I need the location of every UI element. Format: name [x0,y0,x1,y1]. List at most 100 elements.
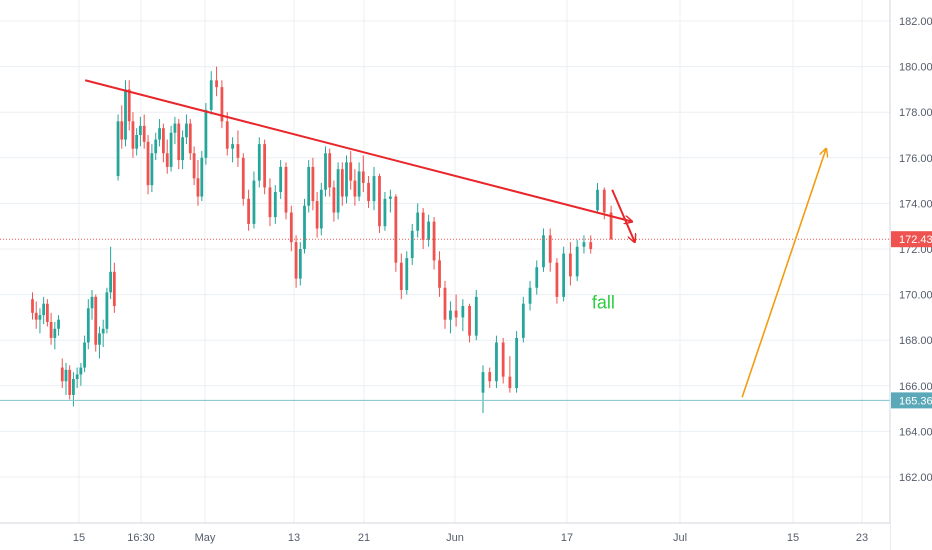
candle-body [112,271,116,306]
candle [427,214,431,247]
candle [279,160,283,199]
candle [394,194,398,272]
candle [501,337,505,384]
candle-body [515,337,518,389]
candle-body [336,169,340,213]
candle-body [75,374,79,379]
time-axis-background [0,523,890,550]
candle-body [521,303,525,338]
candle [173,116,177,145]
time-tick-label: Jul [673,532,687,544]
candle-body [410,230,414,259]
candle-body [303,205,306,249]
candle [215,66,218,97]
time-tick-label: Jun [446,532,464,544]
candle-body [582,242,586,247]
candle-body [361,171,365,183]
candle [340,162,344,206]
candle-body [589,242,593,249]
price-tick-label: 170.00 [899,290,932,302]
candle [138,116,142,147]
candle [349,150,353,190]
candle-body [405,258,409,291]
candle [416,203,420,238]
candle-body [548,235,552,263]
candle-body [353,180,357,197]
time-tick-label: 13 [288,532,300,544]
candle [142,114,146,149]
candle [298,242,302,286]
last-price-tag-label: 172.43 [899,234,932,246]
candle [150,144,154,192]
time-axis[interactable]: 15 16:30 May 13 21 Jun 17 Jul 15 23 [0,522,890,550]
candle-body [181,137,184,161]
candle-body [105,292,109,329]
candle [328,148,332,197]
candle [263,139,267,195]
candle [307,160,311,213]
candle-body [204,109,208,158]
candle [49,312,53,345]
candle [548,228,552,272]
candle-body [49,321,53,338]
candle [528,280,532,311]
time-tick-label: 23 [856,532,868,544]
annotations: fall [0,79,890,401]
candle [284,162,288,220]
candle [542,228,545,272]
candle [399,253,403,300]
candle-body [135,135,139,149]
candle-body [399,262,403,291]
candle [192,146,196,186]
candle-body [124,89,127,140]
candle-body [252,180,256,224]
candle-body [298,249,302,279]
candle [468,303,471,343]
candle [38,308,42,334]
candle [383,192,387,231]
candle-body [257,144,261,181]
candle-body [575,246,579,277]
candle-body [109,271,113,293]
candle-body [294,242,298,279]
candle [315,192,319,238]
price-tick-label: 162.00 [899,472,932,484]
candle-body [542,235,545,268]
candle-body [57,319,60,329]
candle [495,335,498,389]
candle-body [72,378,75,395]
candle-body [64,369,68,382]
candle-body [86,308,90,343]
candle-body [53,328,57,338]
candle [273,185,277,224]
price-axis[interactable]: 162.00164.00166.00168.00170.00172.00174.… [889,0,932,550]
candle-body [596,189,599,211]
time-tick-label: 15 [787,532,799,544]
candle-body [236,144,240,158]
candle-body [279,166,283,192]
candle [241,153,245,206]
candle-body [461,306,465,318]
candle-body [454,310,458,318]
candle-body [495,342,498,382]
candle [135,128,139,156]
candle [83,335,86,373]
candle [582,235,586,254]
candle-body [192,153,196,179]
time-tick-label: 16:30 [127,532,155,544]
candle [79,363,83,386]
fall-arrow-down [611,189,635,242]
price-tick-label: 166.00 [899,381,932,393]
candle [609,205,613,240]
candle [252,171,256,229]
price-tick-label: 182.00 [899,16,932,28]
candle-body [101,328,105,334]
candle [105,287,109,334]
candle [109,246,113,300]
candle-body [173,123,177,133]
candle-body [45,303,49,322]
candle-body [449,310,452,320]
candle-body [273,192,277,218]
